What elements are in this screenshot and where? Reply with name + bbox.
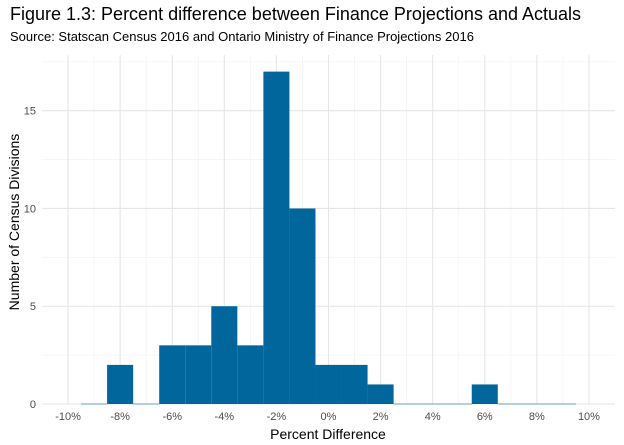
x-tick-label: -2%: [267, 411, 287, 423]
x-tick-label: -8%: [110, 411, 130, 423]
x-tick-label: -10%: [55, 411, 81, 423]
y-tick-label: 0: [30, 399, 36, 411]
y-tick-label: 5: [30, 301, 36, 313]
histogram-bars: [81, 71, 576, 405]
chart-title: Figure 1.3: Percent difference between F…: [10, 4, 582, 24]
y-tick-label: 15: [24, 106, 36, 118]
major-gridlines: [42, 55, 615, 405]
x-tick-label: 8%: [529, 411, 545, 423]
histogram-bar: [237, 345, 264, 404]
histogram-bar: [289, 208, 316, 404]
x-tick-label: 2%: [373, 411, 389, 423]
y-tick-label: 10: [24, 203, 36, 215]
histogram-bar: [185, 345, 212, 404]
histogram-bar: [159, 345, 186, 404]
histogram-bar: [263, 71, 290, 404]
x-tick-label: 0%: [321, 411, 337, 423]
x-tick-label: -6%: [162, 411, 182, 423]
x-tick-label: 4%: [425, 411, 441, 423]
histogram-bar: [107, 364, 134, 404]
x-tick-labels: -10% -8% -6% -4% -2% 0% 2% 4% 6% 8% 10%: [55, 411, 600, 423]
histogram-bar: [341, 364, 368, 404]
x-axis-label: Percent Difference: [270, 426, 386, 442]
y-tick-labels: 0 5 10 15: [24, 106, 36, 411]
histogram-bar: [471, 384, 498, 404]
x-tick-label: 10%: [578, 411, 600, 423]
histogram-bar: [211, 306, 238, 404]
chart-subtitle: Source: Statscan Census 2016 and Ontario…: [10, 29, 474, 44]
x-tick-label: -4%: [215, 411, 235, 423]
histogram-bar: [367, 384, 394, 404]
x-tick-label: 6%: [477, 411, 493, 423]
histogram-bar: [315, 364, 342, 404]
